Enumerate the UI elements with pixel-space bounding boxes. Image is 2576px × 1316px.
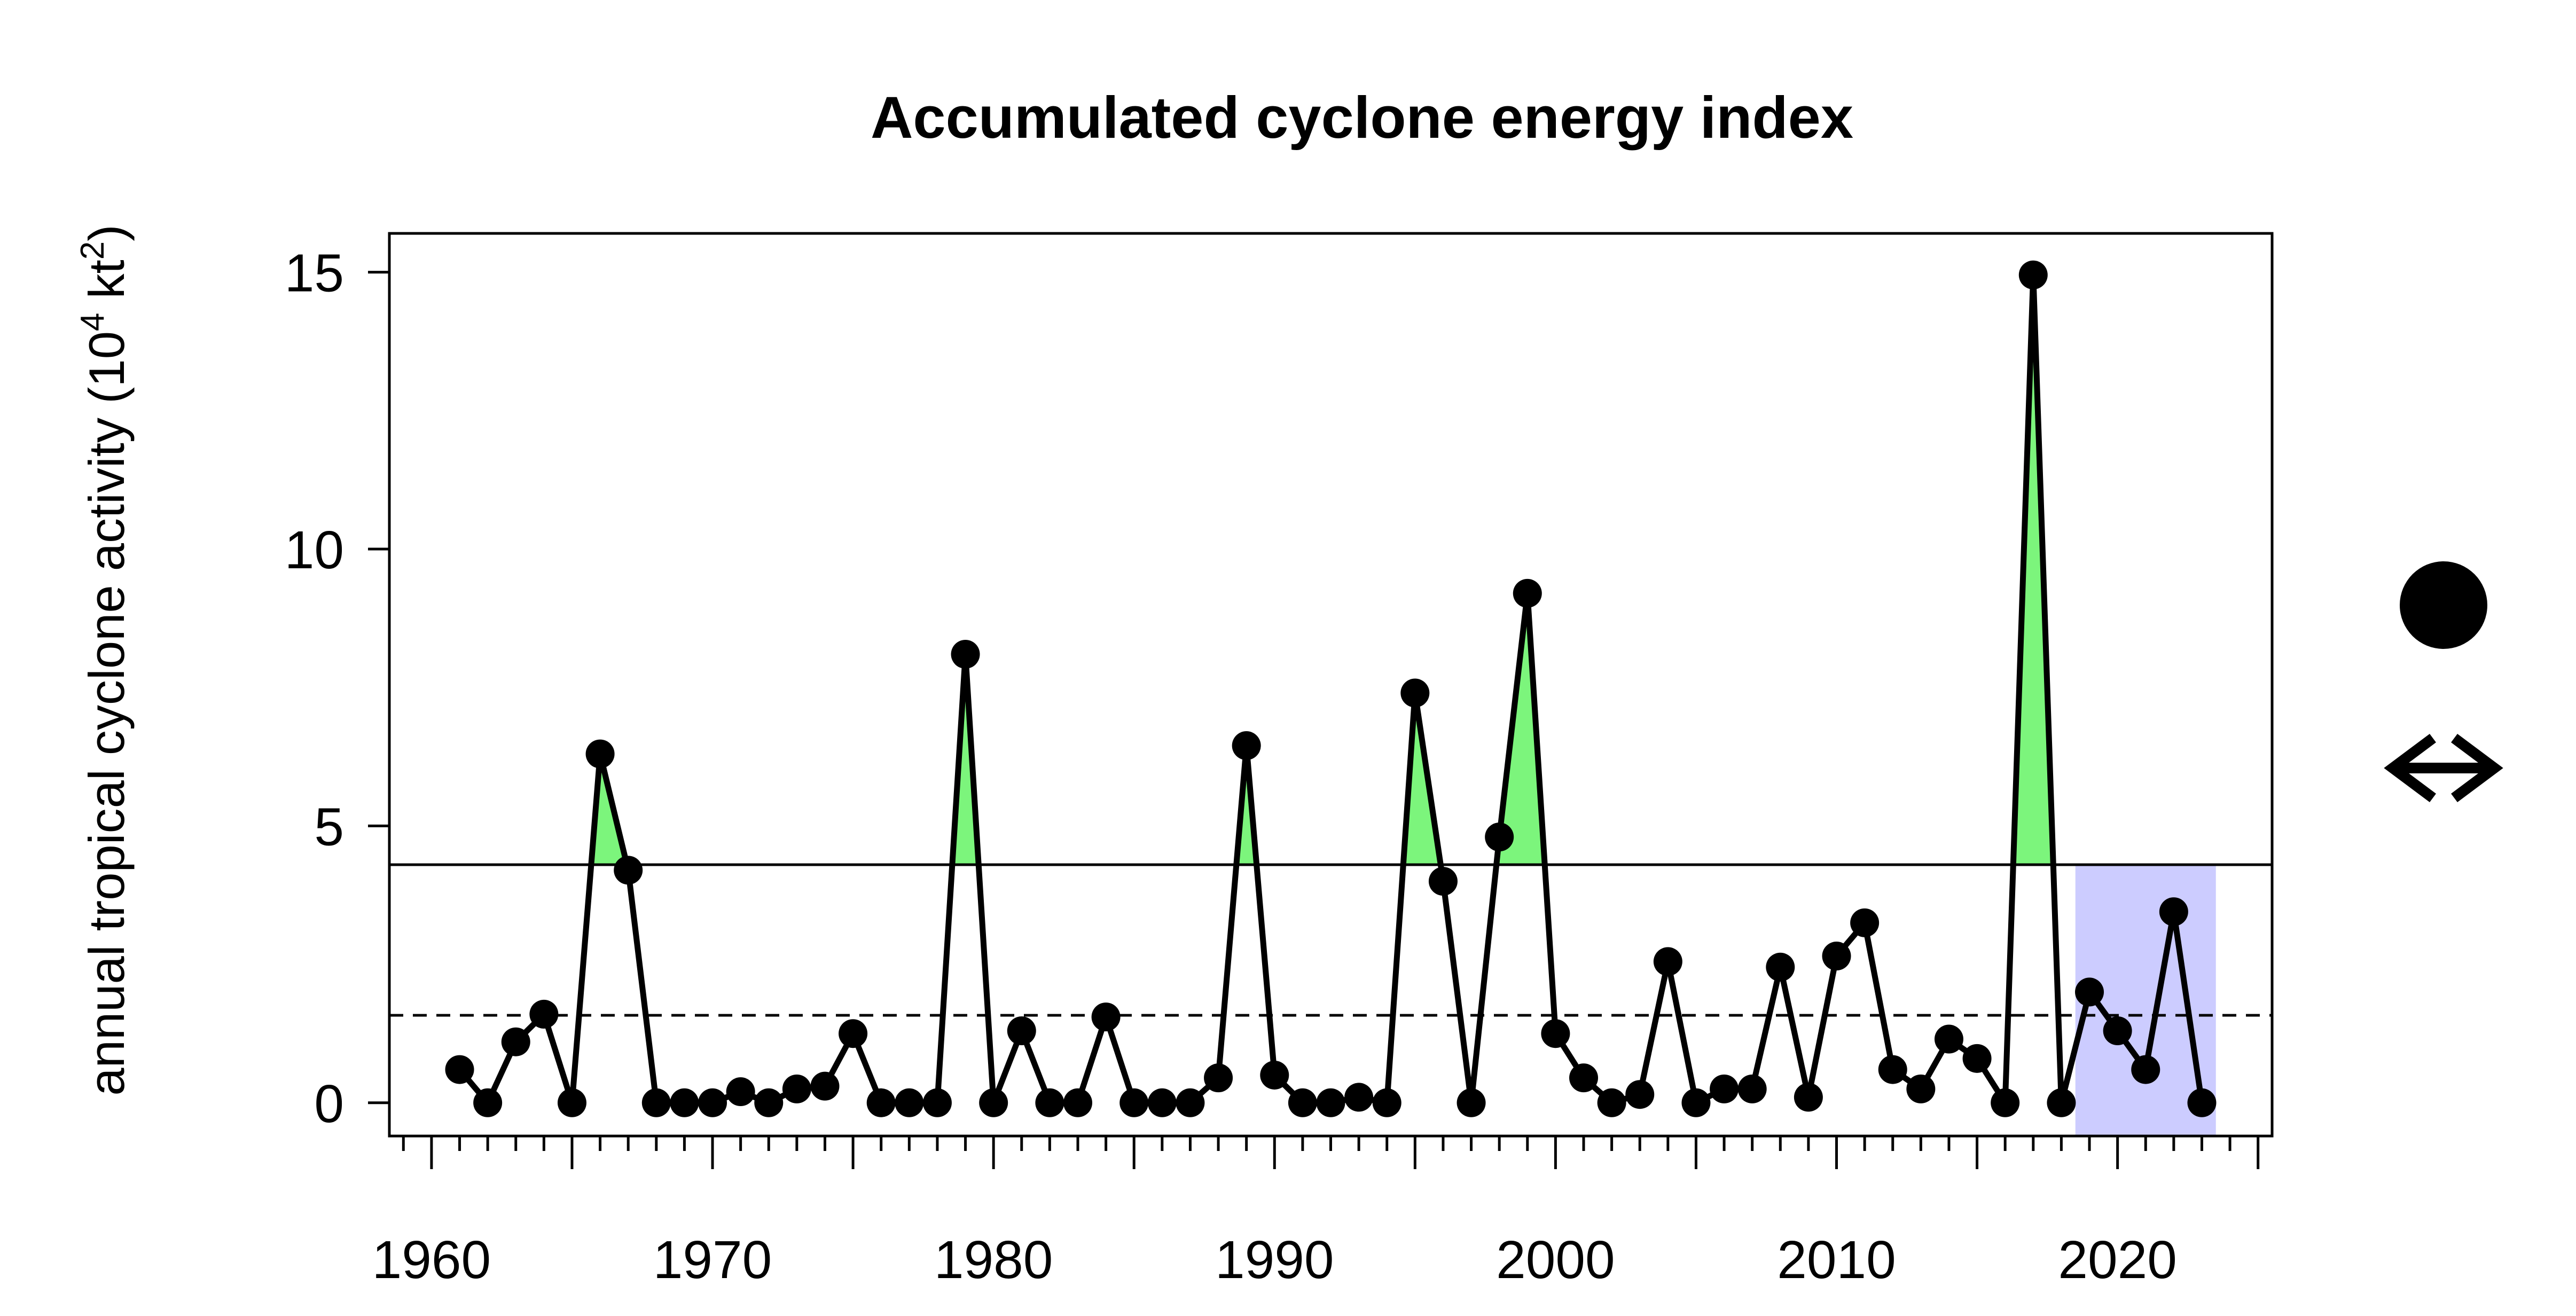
data-point [1428, 867, 1458, 896]
data-point [1513, 578, 1542, 608]
data-point [1344, 1083, 1374, 1112]
data-point [1962, 1044, 1992, 1073]
data-point [2047, 1088, 2076, 1117]
data-point [614, 856, 643, 885]
data-point [1316, 1088, 1345, 1117]
data-point [1119, 1088, 1149, 1117]
data-point [2103, 1016, 2132, 1046]
y-axis-unit-exp: 4 [74, 312, 111, 331]
data-point [1091, 1002, 1121, 1032]
data-point [1597, 1088, 1626, 1117]
above-threshold-fill [2013, 275, 2054, 865]
y-tick-label: 15 [285, 244, 344, 303]
above-threshold-fill [952, 654, 979, 865]
data-point [2018, 260, 2048, 289]
data-point [1766, 952, 1795, 982]
data-point [2159, 897, 2188, 927]
data-point [1681, 1088, 1711, 1117]
x-tick-label: 1960 [372, 1230, 491, 1290]
chart-title: Accumulated cyclone energy index [871, 85, 1853, 151]
y-axis-unit-base: 10 [79, 331, 135, 387]
data-point [726, 1077, 755, 1107]
data-point [922, 1088, 952, 1117]
data-point [1625, 1080, 1655, 1109]
y-axis-label-main: annual tropical cyclone activity [79, 418, 135, 1096]
data-point [1035, 1088, 1064, 1117]
y-tick-label: 10 [285, 520, 344, 580]
data-point [1007, 1016, 1036, 1046]
y-axis-unit-kt: kt [79, 260, 135, 299]
data-point [1288, 1088, 1317, 1117]
y-tick-label: 5 [314, 797, 344, 857]
data-point [1653, 947, 1682, 976]
data-point [585, 739, 615, 769]
data-point [1232, 731, 1261, 761]
data-point [529, 999, 559, 1029]
data-point [1737, 1074, 1767, 1103]
data-point [1204, 1063, 1233, 1093]
data-point [979, 1088, 1008, 1117]
data-point [1794, 1083, 1823, 1112]
data-point [1850, 908, 1880, 937]
data-point [839, 1019, 868, 1048]
data-point [866, 1088, 896, 1117]
data-point [1569, 1063, 1599, 1093]
data-point [754, 1088, 784, 1117]
data-point [1991, 1088, 2020, 1117]
y-tick-label: 0 [314, 1074, 344, 1134]
data-point [557, 1088, 586, 1117]
data-point [810, 1071, 840, 1101]
y-axis-unit-kt-exp: 2 [74, 241, 111, 260]
series-line [457, 275, 2205, 1113]
data-point [1372, 1088, 1401, 1117]
data-point [1878, 1055, 1907, 1084]
x-tick-label: 2010 [1777, 1230, 1896, 1290]
data-point [1822, 942, 1851, 971]
svg-text:annual tropical cyclone activi: annual tropical cyclone activity (104 kt… [74, 224, 135, 1095]
data-point [641, 1088, 671, 1117]
x-tick-label: 2020 [2058, 1230, 2176, 1290]
data-point [1541, 1019, 1570, 1048]
data-point [1400, 678, 1430, 708]
data-point [2131, 1055, 2160, 1084]
data-point [1906, 1074, 1936, 1103]
data-point [2187, 1088, 2217, 1117]
data-point [1710, 1074, 1739, 1103]
data-point [1457, 1088, 1486, 1117]
x-tick-label: 1990 [1215, 1230, 1334, 1290]
data-point [2075, 977, 2104, 1007]
data-point [501, 1027, 530, 1056]
data-point [895, 1088, 924, 1117]
data-point [1260, 1060, 1289, 1090]
data-point [1485, 822, 1514, 852]
data-point [951, 639, 980, 669]
y-axis-label: annual tropical cyclone activity (104 kt… [74, 224, 135, 1095]
above-threshold-fill [1496, 593, 1545, 865]
double-arrow-icon [2384, 733, 2503, 803]
x-tick-label: 2000 [1496, 1230, 1615, 1290]
data-point [782, 1074, 811, 1103]
data-point [1934, 1024, 1963, 1054]
data-point [445, 1055, 474, 1084]
data-point [473, 1088, 503, 1117]
data-point [698, 1088, 727, 1117]
plot-frame [388, 232, 2274, 1138]
x-tick-label: 1980 [934, 1230, 1053, 1290]
x-tick-label: 1970 [653, 1230, 772, 1290]
data-point [670, 1088, 699, 1117]
data-point [1176, 1088, 1205, 1117]
filled-circle-icon [2400, 561, 2487, 649]
data-point [1147, 1088, 1177, 1117]
data-point [1063, 1088, 1092, 1117]
